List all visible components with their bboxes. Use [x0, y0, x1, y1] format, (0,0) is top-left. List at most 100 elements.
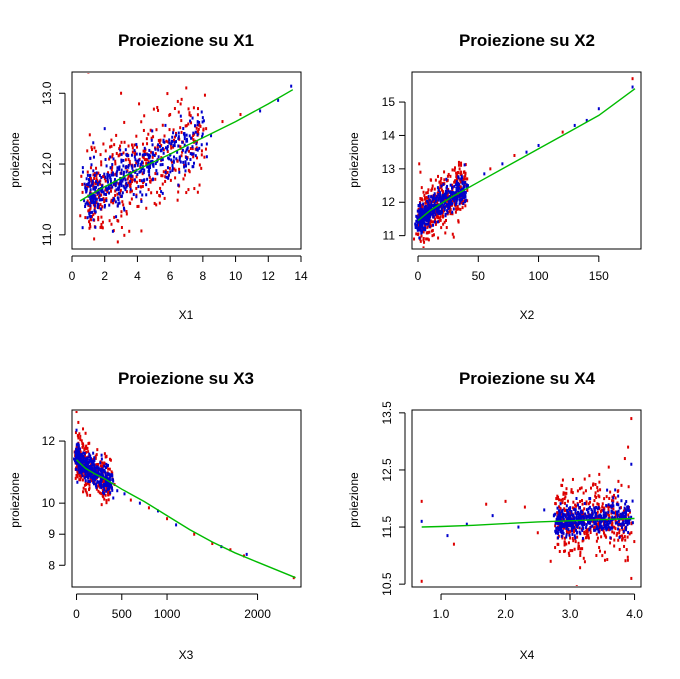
data-point: [595, 506, 598, 510]
data-point: [106, 484, 109, 488]
data-point: [178, 155, 181, 159]
data-point: [87, 450, 90, 454]
data-point: [625, 525, 628, 529]
fit-line: [417, 88, 636, 222]
data-point: [196, 120, 199, 124]
data-point: [76, 451, 79, 455]
data-point: [205, 127, 208, 131]
data-point: [99, 182, 102, 186]
data-point: [88, 226, 91, 230]
data-point: [94, 456, 97, 460]
data-point: [141, 184, 144, 188]
data-point: [586, 530, 589, 534]
data-point: [582, 516, 585, 520]
data-point: [564, 495, 567, 499]
data-point: [75, 411, 78, 414]
data-point: [561, 497, 564, 501]
data-point: [160, 143, 163, 147]
data-point: [192, 131, 195, 135]
data-point: [441, 199, 444, 203]
data-point: [611, 501, 614, 505]
data-point: [582, 491, 585, 495]
data-point: [456, 197, 459, 201]
data-point: [100, 477, 103, 481]
data-point: [109, 166, 112, 170]
data-point: [167, 173, 170, 177]
data-point: [622, 529, 625, 533]
data-point: [93, 478, 96, 482]
data-point: [194, 147, 197, 151]
data-point: [82, 455, 85, 459]
data-point: [425, 210, 428, 214]
data-point: [97, 471, 100, 475]
data-point: [554, 524, 557, 528]
data-point: [141, 153, 144, 157]
data-point: [627, 445, 630, 449]
data-point: [459, 185, 462, 189]
data-point: [136, 145, 139, 149]
data-point: [103, 492, 106, 496]
data-point: [105, 164, 108, 168]
data-point: [171, 135, 174, 139]
data-point: [614, 488, 617, 492]
data-point: [624, 538, 627, 542]
data-point: [565, 487, 568, 491]
data-point: [120, 182, 123, 186]
data-point: [617, 523, 620, 527]
data-point: [603, 497, 606, 501]
data-point: [125, 212, 128, 216]
data-point: [127, 165, 130, 169]
data-point: [92, 461, 95, 465]
data-point: [585, 502, 588, 506]
data-point: [166, 149, 169, 153]
data-point: [160, 174, 163, 178]
data-point: [73, 459, 76, 463]
data-point: [604, 519, 607, 523]
data-point: [464, 174, 467, 178]
data-point: [437, 198, 440, 202]
data-point: [123, 120, 126, 124]
data-point: [90, 145, 93, 149]
data-point: [570, 509, 573, 513]
data-point: [152, 162, 155, 166]
data-point: [558, 505, 561, 509]
data-point: [139, 163, 142, 167]
data-point: [82, 458, 85, 462]
data-point: [630, 417, 633, 421]
data-point: [89, 493, 92, 497]
data-point: [97, 489, 100, 493]
data-point: [577, 510, 580, 514]
data-point: [201, 120, 204, 124]
data-point: [74, 476, 77, 480]
data-point: [110, 171, 113, 175]
data-point: [574, 523, 577, 527]
data-point: [453, 184, 456, 188]
data-point: [187, 188, 190, 192]
data-point: [106, 180, 109, 184]
data-point: [142, 178, 145, 182]
plot-frame: [71, 71, 302, 250]
data-point: [555, 526, 558, 530]
data-point: [122, 184, 125, 188]
data-point: [618, 531, 621, 535]
data-point: [598, 472, 601, 476]
data-point: [614, 527, 617, 531]
data-point: [101, 494, 104, 498]
data-point: [192, 155, 195, 159]
data-point: [118, 167, 121, 171]
data-point: [88, 488, 91, 492]
data-point: [419, 223, 422, 227]
panel-x4: Proiezione su X4 X4 proiezione 1.0 2.0 3.0…: [347, 369, 643, 662]
data-point: [97, 215, 100, 219]
data-point: [577, 544, 580, 548]
data-point: [450, 203, 453, 207]
data-point: [417, 203, 420, 207]
data-point: [120, 160, 123, 164]
data-point: [183, 134, 186, 138]
data-point: [99, 153, 102, 157]
data-point: [575, 528, 578, 532]
data-point: [151, 143, 154, 147]
data-point: [150, 178, 153, 182]
data-point: [102, 481, 105, 485]
data-point: [443, 208, 446, 212]
